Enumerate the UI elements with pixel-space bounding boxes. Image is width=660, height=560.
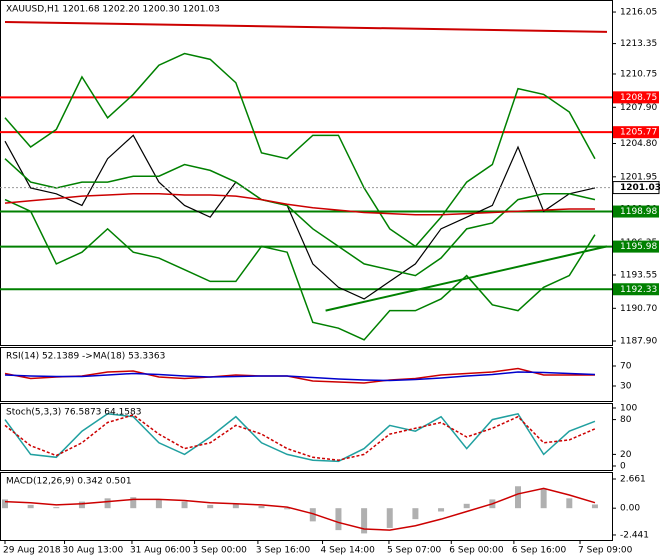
level-label: 1195.98 [620,242,657,252]
level-label: 1205.77 [620,128,657,138]
histogram-bar [309,508,316,522]
y-tick-label: 1201.95 [620,172,657,182]
trendline [4,20,608,33]
histogram-bar [104,498,111,509]
level-label: 1192.33 [620,285,657,295]
panel-title: RSI(14) 52.1389 ->MA(18) 53.3363 [6,352,165,362]
x-tick-label: 3 Sep 00:00 [193,546,248,556]
level-label: 1208.75 [620,93,657,103]
level-tag [613,126,659,139]
histogram-bar [540,488,547,509]
level-tag [613,283,659,296]
series-line [4,158,596,277]
last-price-tag [612,181,660,195]
y-tick-label: 1207.90 [620,103,657,113]
level-tag [613,240,659,253]
x-tick-label: 5 Sep 07:00 [387,546,442,556]
x-tick-label: 3 Sep 16:00 [256,546,311,556]
y-tick-label: 30 [620,382,632,392]
y-tick-label: 1213.35 [620,39,657,49]
histogram-bar [155,499,162,509]
y-tick-label: 1216.05 [620,8,657,18]
histogram-bar [335,508,342,531]
series-line [4,412,596,463]
series-line [4,414,596,461]
histogram-bar [258,506,265,509]
histogram-bar [53,507,60,509]
y-tick-label: 20 [620,450,632,460]
x-tick-label: 4 Sep 14:00 [321,546,376,556]
histogram-bar [207,504,214,509]
panel-frame [0,403,613,471]
histogram-bar [78,501,85,509]
histogram-bar [412,508,419,520]
histogram-bar [284,508,291,510]
y-tick-label: 1193.55 [620,270,657,280]
x-tick-label: 30 Aug 13:00 [63,546,124,556]
y-tick-label: 80 [620,415,632,425]
level-tag [613,91,659,104]
panel-frame [0,347,613,402]
trendline [325,245,608,312]
histogram-bar [2,499,8,509]
y-tick-label: 1187.90 [620,337,657,347]
x-tick-label: 6 Sep 00:00 [449,546,504,556]
y-tick-label: 1190.70 [620,304,657,314]
panel-frame [0,0,613,346]
x-tick-label: 6 Sep 16:00 [512,546,567,556]
series-line [4,193,595,216]
x-tick-label: 7 Sep 09:00 [578,546,633,556]
series-line [4,367,595,384]
series-line [4,371,595,382]
level-tag [613,205,659,218]
y-tick-label: 70 [620,362,632,372]
last-price-label: 1201.03 [620,183,660,193]
histogram-bar [591,504,598,509]
y-tick-label: 0.00 [620,504,640,514]
x-tick-label: 29 Aug 2018 [3,546,61,556]
panel-title: XAUUSD,H1 1201.68 1202.20 1200.30 1201.0… [6,5,220,15]
series-line [4,198,596,341]
histogram-bar [386,508,393,528]
y-tick-label: 0 [620,461,626,471]
series-line [4,487,596,531]
y-tick-label: 100 [620,403,637,413]
y-tick-label: 2.661 [620,475,646,485]
y-tick-label: 1204.80 [620,139,657,149]
y-tick-label: -2.441 [620,530,649,540]
x-tick-label: 31 Aug 06:00 [130,546,191,556]
histogram-bar [361,508,368,534]
y-tick-label: 1210.75 [620,69,657,79]
histogram-bar [27,504,34,509]
panel-frame [0,472,613,541]
series-line [4,52,596,248]
panel-title: MACD(12,26,9) 0.342 0.501 [6,477,132,487]
histogram-bar [181,501,188,509]
histogram-bar [232,503,239,509]
level-label: 1198.98 [620,207,657,217]
histogram-bar [438,508,445,512]
histogram-bar [515,486,521,509]
histogram-bar [566,498,573,509]
panel-title: Stoch(5,3,3) 76.5873 64.1583 [6,408,141,418]
series-line [4,134,596,300]
histogram-bar [463,503,470,509]
histogram-bar [130,497,137,509]
